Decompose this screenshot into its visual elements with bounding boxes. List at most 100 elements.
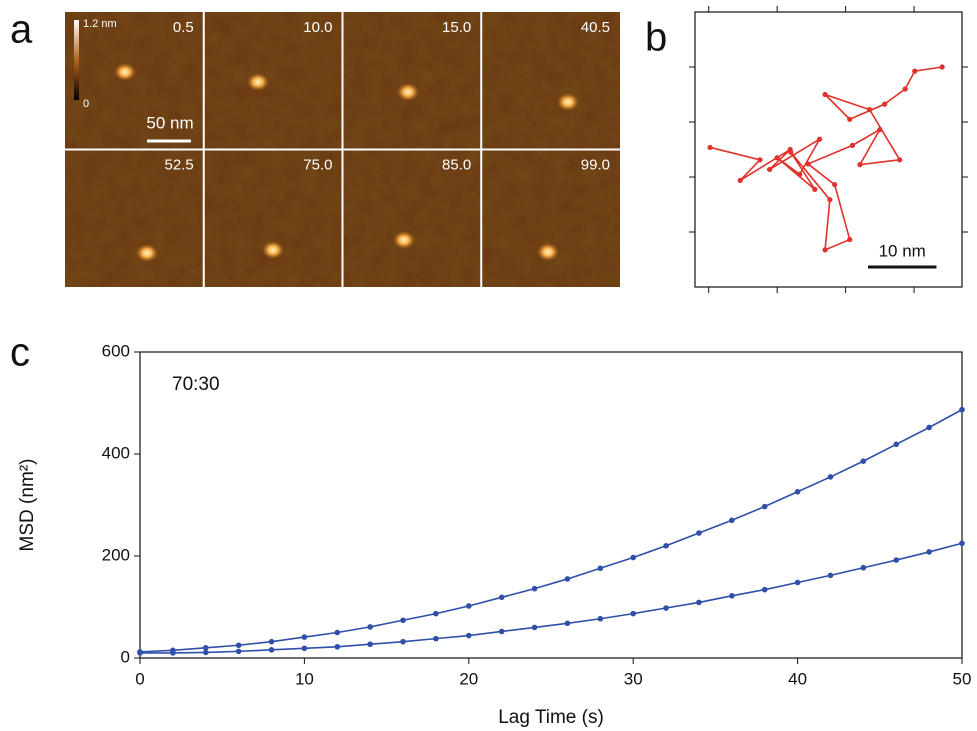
data-point [630,610,636,617]
time-label: 10.0 [303,19,332,36]
data-point [860,458,867,464]
afm-texture [203,12,343,150]
data-point [334,643,341,650]
data-point [812,186,818,192]
x-tick-label: 20 [459,669,478,688]
particle [397,83,419,101]
x-tick-label: 30 [624,669,643,688]
x-axis-label: Lag Time (s) [498,707,604,728]
y-tick-label: 400 [102,443,130,462]
data-point [959,406,965,413]
data-point [926,549,932,555]
plot-frame [694,11,963,288]
data-point [729,592,735,599]
data-point [794,579,801,586]
data-point [696,530,702,536]
data-point [774,155,780,161]
data-point [939,64,945,70]
plot-frame [139,351,963,659]
data-point [822,91,828,98]
afm-texture [481,149,620,287]
x-tick-label: 40 [788,669,807,688]
data-point [866,107,873,113]
data-point [857,162,863,168]
data-point [433,635,439,642]
time-label: 85.0 [442,156,471,173]
data-point [400,617,406,624]
particle [557,93,579,111]
particle [114,63,136,81]
data-point [877,126,883,133]
data-point [466,632,472,639]
annotation: 70:30 [172,374,220,395]
afm-texture [342,149,482,287]
afm-texture [65,12,204,150]
scalebar-label: 50 nm [146,113,193,132]
y-axis-label: MSD (nm²) [17,459,38,552]
data-point [564,620,571,627]
data-point [137,650,143,656]
data-point [902,86,908,92]
afm-texture [342,12,482,150]
data-point [301,634,308,640]
data-point [761,586,768,593]
data-point [367,624,373,630]
data-point [466,603,472,609]
data-point [827,474,834,480]
afm-texture [203,149,343,287]
data-point [805,161,811,167]
data-point [630,554,636,561]
data-point [268,647,275,653]
data-point [301,645,308,652]
data-point [827,197,833,203]
data-point [767,166,773,173]
data-point [847,236,853,243]
panel-label: a [10,8,33,52]
data-point [663,605,669,611]
data-point [832,181,838,188]
data-point [433,610,439,617]
data-point [597,615,604,622]
data-point [696,599,702,606]
data-point [498,628,505,635]
particle [247,73,269,91]
particle [262,241,284,259]
colorbar-min: 0 [83,98,89,110]
data-point [882,101,888,107]
data-point [847,116,853,122]
data-point [893,441,900,448]
y-tick-label: 200 [102,545,130,564]
data-point [235,648,242,655]
data-point [531,585,538,592]
data-point [202,645,209,651]
data-point [926,424,932,431]
data-point [202,649,209,656]
colorbar-max: 1.2 nm [83,18,117,30]
y-tick-label: 600 [102,341,130,360]
afm-texture [65,149,204,287]
series-line [140,542,963,654]
x-tick-label: 10 [295,669,314,688]
series-line [709,66,943,252]
data-point [893,557,900,563]
data-point [737,177,743,184]
data-point [761,503,768,510]
data-point [757,157,763,163]
data-point [170,650,176,656]
data-point [860,564,867,571]
data-point [367,641,373,648]
data-point [235,642,242,649]
panel-label: b [645,16,667,60]
series-line [139,408,963,653]
data-point [817,136,823,142]
data-point [822,247,828,253]
x-tick-label: 50 [953,669,972,688]
colorbar [74,20,79,100]
data-point [797,171,803,177]
particle [136,244,158,262]
data-point [794,488,801,495]
data-point [564,576,571,582]
time-label: 0.5 [173,19,194,36]
time-label: 75.0 [303,156,332,173]
